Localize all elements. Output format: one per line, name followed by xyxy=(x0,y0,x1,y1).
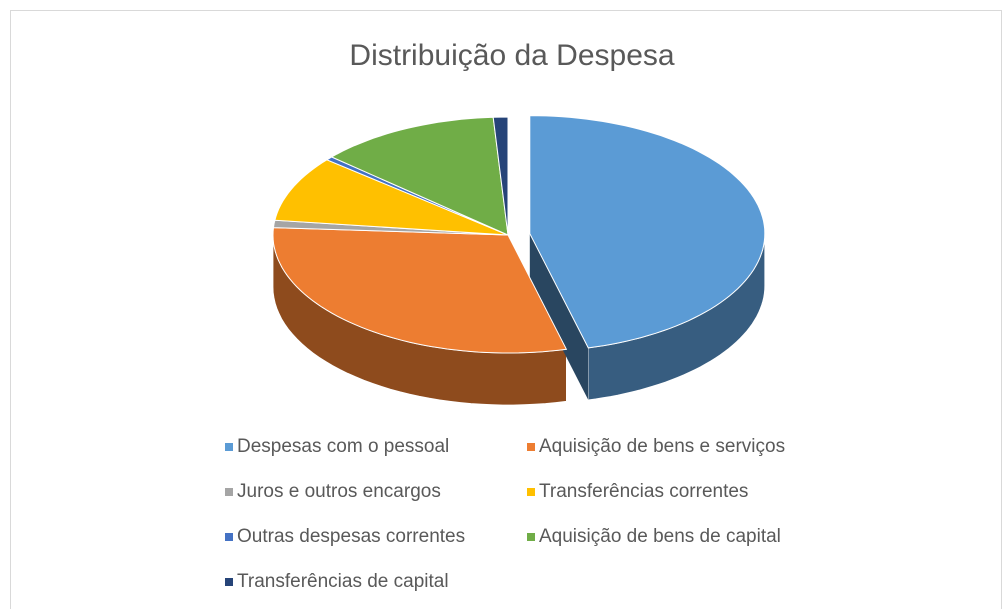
legend-label: Outras despesas correntes xyxy=(237,526,465,547)
pie-slice xyxy=(529,115,766,349)
chart-title: Distribuição da Despesa xyxy=(349,39,674,72)
legend-swatch xyxy=(527,443,535,451)
legend-swatch xyxy=(527,533,535,541)
legend-swatch xyxy=(225,533,233,541)
legend-label: Transferências correntes xyxy=(539,481,748,502)
pie-slice xyxy=(274,159,509,236)
legend-swatch xyxy=(225,443,233,451)
legend-label: Transferências de capital xyxy=(237,571,449,592)
legend-label: Aquisição de bens e serviços xyxy=(539,436,785,457)
pie-slice xyxy=(492,116,509,236)
legend-swatch xyxy=(527,488,535,496)
legend-swatch xyxy=(225,578,233,586)
legend-label: Juros e outros encargos xyxy=(237,481,441,502)
pie-slice-face xyxy=(529,233,589,400)
legend-label: Aquisição de bens de capital xyxy=(539,526,781,547)
pie-slice xyxy=(272,227,568,354)
pie-slice xyxy=(330,116,509,236)
legend-swatch xyxy=(225,488,233,496)
legend-label: Despesas com o pessoal xyxy=(237,436,449,457)
